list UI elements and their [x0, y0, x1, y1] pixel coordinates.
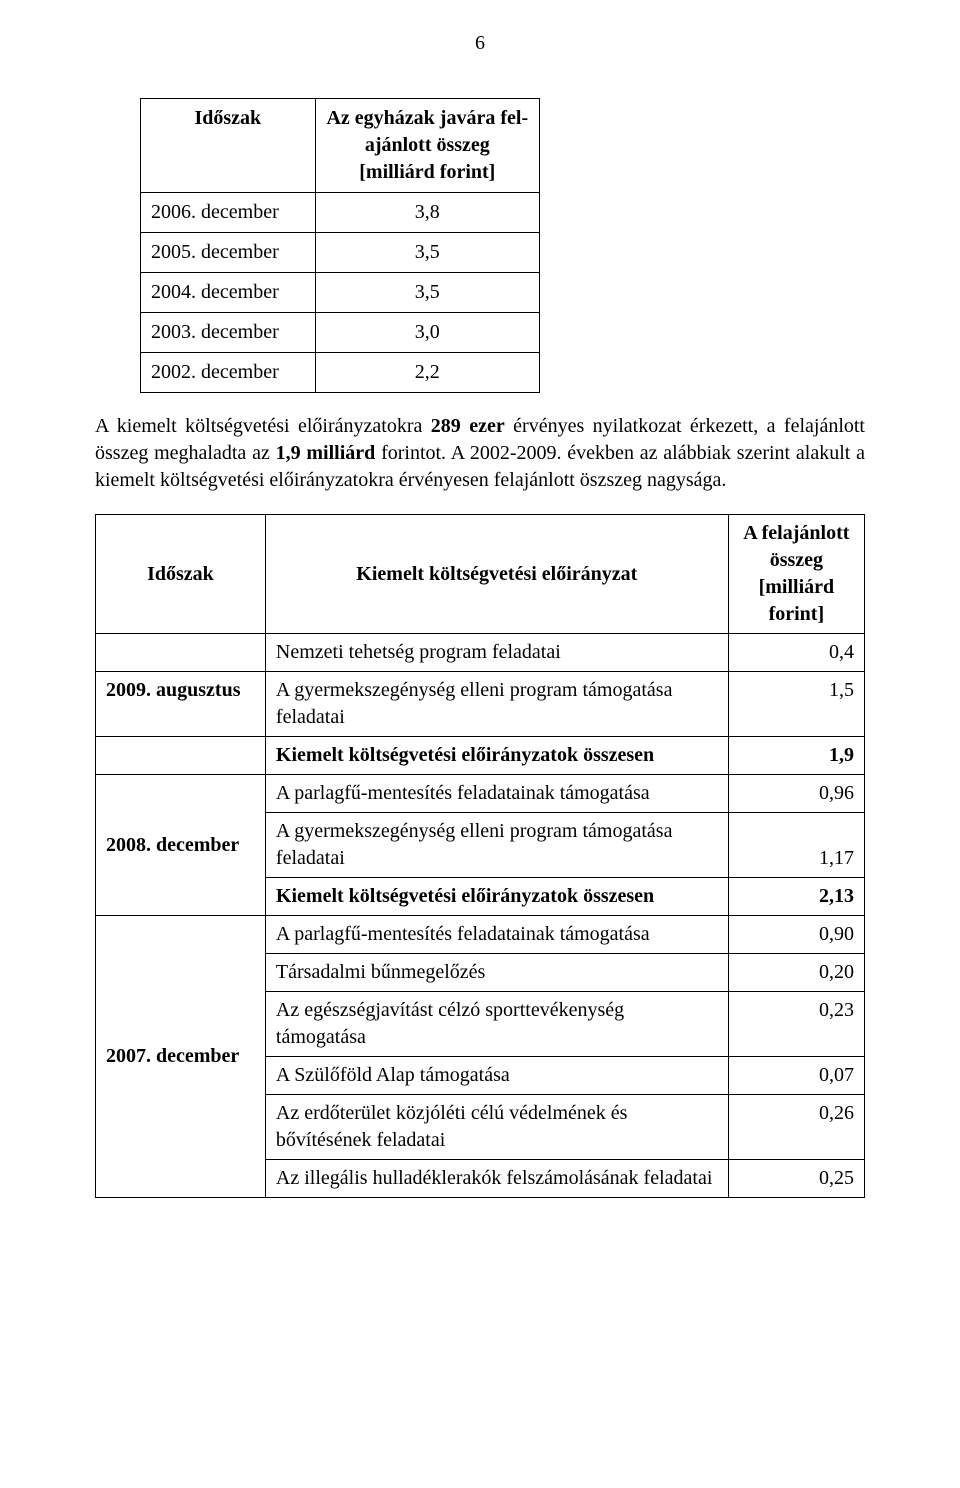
table-row: 2002. december 2,2 [141, 353, 540, 393]
cell-value: 0,07 [728, 1057, 864, 1095]
cell-value: 0,20 [728, 954, 864, 992]
table-priority-budget: Időszak Kiemelt költségvetési előirányza… [95, 514, 865, 1198]
cell-value: 0,25 [728, 1160, 864, 1198]
cell-period: 2006. december [141, 193, 316, 233]
cell-date: 2007. december [96, 916, 266, 1198]
table-row: 2003. december 3,0 [141, 313, 540, 353]
cell-desc: A gyermekszegénység elleni program támog… [265, 672, 728, 737]
table-header-amount: Az egyházak javára fel­ajánlott összeg [… [315, 99, 539, 193]
page-content: Időszak Az egyházak javára fel­ajánlott … [95, 98, 865, 1198]
table-church-offerings: Időszak Az egyházak javára fel­ajánlott … [140, 98, 540, 393]
table-row: 2009. augusztus A gyermekszegénység elle… [96, 672, 865, 737]
cell-value: 3,8 [315, 193, 539, 233]
table-header-item: Kiemelt költségvetési előirányzat [265, 515, 728, 634]
table-row: 2006. december 3,8 [141, 193, 540, 233]
cell-value: 3,5 [315, 233, 539, 273]
cell-value: 3,0 [315, 313, 539, 353]
cell-value: 1,9 [728, 737, 864, 775]
table-header-amount: A felajánlott összeg [milliárd forint] [728, 515, 864, 634]
cell-desc: Nemzeti tehetség program feladatai [265, 634, 728, 672]
table-row: Időszak Az egyházak javára fel­ajánlott … [141, 99, 540, 193]
cell-period: 2004. december [141, 273, 316, 313]
table-row: Időszak Kiemelt költségvetési előirányza… [96, 515, 865, 634]
table-header-period: Időszak [96, 515, 266, 634]
cell-desc: Az erdőterület közjóléti célú védelmének… [265, 1095, 728, 1160]
table-row: 2008. december A parlagfű-mentesítés fel… [96, 775, 865, 813]
cell-period: 2002. december [141, 353, 316, 393]
cell-value: 0,4 [728, 634, 864, 672]
cell-desc: A parlagfű-mentesítés feladatainak támog… [265, 775, 728, 813]
cell-value: 2,13 [728, 878, 864, 916]
cell-date: 2009. augusztus [96, 672, 266, 737]
page: 6 Időszak Az egyházak javára fel­ajánlot… [0, 0, 960, 1488]
table-row: Nemzeti tehetség program feladatai 0,4 [96, 634, 865, 672]
cell-date [96, 737, 266, 775]
cell-value: 0,26 [728, 1095, 864, 1160]
cell-period: 2005. december [141, 233, 316, 273]
cell-desc: Társadalmi bűnmegelőzés [265, 954, 728, 992]
cell-period: 2003. december [141, 313, 316, 353]
body-paragraph: A kiemelt költségvetési előirányzatokra … [95, 413, 865, 494]
cell-value: 1,5 [728, 672, 864, 737]
cell-value: 0,96 [728, 775, 864, 813]
cell-value: 3,5 [315, 273, 539, 313]
cell-desc: Az illegális hulladéklerakók felszámolás… [265, 1160, 728, 1198]
cell-desc: Az egészségjavítást célzó sporttevékenys… [265, 992, 728, 1057]
cell-desc: A gyermekszegénység elleni program támog… [265, 813, 728, 878]
cell-desc: A Szülőföld Alap támogatása [265, 1057, 728, 1095]
table-row: Kiemelt költségvetési előirányzatok össz… [96, 737, 865, 775]
table-row: 2004. december 3,5 [141, 273, 540, 313]
cell-desc: A parlagfű-mentesítés feladatainak támog… [265, 916, 728, 954]
table-row: 2005. december 3,5 [141, 233, 540, 273]
table-header-period: Időszak [141, 99, 316, 193]
cell-value: 0,23 [728, 992, 864, 1057]
cell-date [96, 634, 266, 672]
table-row: 2007. december A parlagfű-mentesítés fel… [96, 916, 865, 954]
cell-desc: Kiemelt költségvetési előirányzatok össz… [265, 737, 728, 775]
page-number: 6 [0, 30, 960, 57]
cell-value: 2,2 [315, 353, 539, 393]
cell-value: 1,17 [728, 813, 864, 878]
cell-date: 2008. december [96, 775, 266, 916]
cell-value: 0,90 [728, 916, 864, 954]
cell-desc: Kiemelt költségvetési előirányzatok össz… [265, 878, 728, 916]
